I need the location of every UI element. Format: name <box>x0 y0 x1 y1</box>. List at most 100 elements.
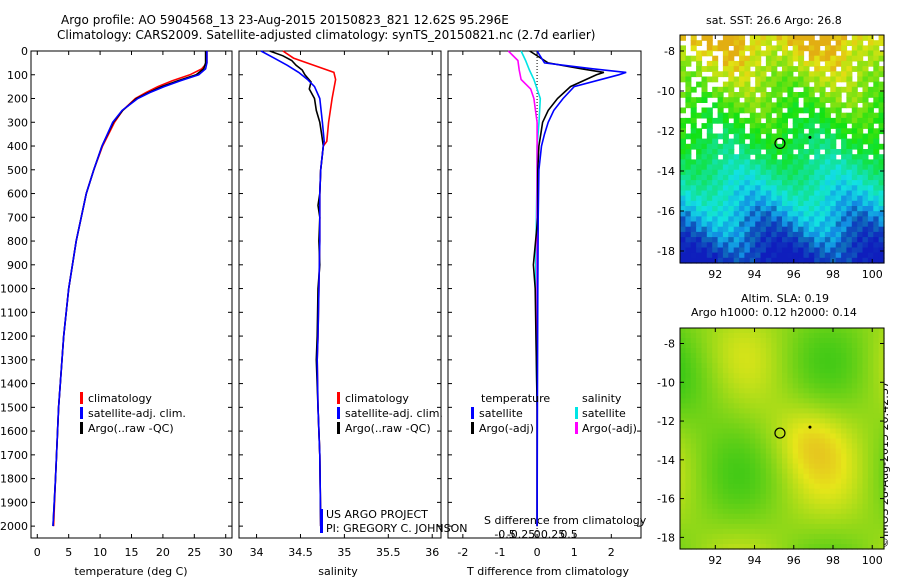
sla-cell <box>744 398 751 404</box>
sla-cell <box>722 473 729 480</box>
sla-cell <box>846 418 853 424</box>
depth-tick-label: 600 <box>7 188 28 201</box>
sla-cell <box>771 343 778 349</box>
sla-cell <box>857 423 864 429</box>
sla-cell <box>760 413 767 419</box>
sla-cell <box>717 448 724 455</box>
sla-cell <box>690 333 697 339</box>
sla-cell <box>776 483 783 490</box>
sst-cell <box>824 211 831 217</box>
sla-cell <box>851 488 858 495</box>
plot-title-line2: Climatology: CARS2009. Satellite-adjuste… <box>57 28 596 42</box>
sst-cell <box>755 143 762 150</box>
sla-cell <box>867 408 874 414</box>
sla-cell <box>776 503 783 510</box>
sst-cell <box>771 92 778 98</box>
sst-cell <box>685 102 692 109</box>
sst-cell <box>733 257 740 264</box>
sst-cell <box>701 138 708 145</box>
sst-cell <box>701 185 708 192</box>
sla-cell <box>782 343 788 349</box>
sst-cell <box>851 242 858 249</box>
sla-cell <box>776 328 783 334</box>
sla-cell <box>878 348 885 354</box>
sla-cell <box>717 544 724 550</box>
sla-cell <box>782 438 788 445</box>
sst-cell <box>771 185 778 192</box>
sst-cell <box>808 247 815 254</box>
sst-cell <box>765 231 772 238</box>
sst-cell <box>706 247 713 254</box>
sst-cell <box>824 159 831 166</box>
sla-cell <box>728 373 735 379</box>
sla-cell <box>830 539 837 545</box>
sst-cell <box>814 55 821 62</box>
argo-track-dot <box>808 135 812 139</box>
sst-cell <box>867 107 874 114</box>
sla-cell <box>792 528 799 535</box>
sst-cell <box>862 117 869 124</box>
sst-cell <box>739 206 746 212</box>
sla-cell <box>824 508 831 515</box>
sla-cell <box>722 413 729 419</box>
sla-cell <box>824 458 831 465</box>
sla-cell <box>696 378 703 384</box>
sla-cell <box>701 443 708 450</box>
sla-cell <box>749 478 756 485</box>
sla-cell <box>798 383 805 389</box>
sla-cell <box>771 428 778 435</box>
sst-cell <box>798 81 805 88</box>
sdiff-axis-label: S difference from climatology <box>484 514 647 527</box>
sla-cell <box>728 498 735 505</box>
sst-cell <box>755 185 762 192</box>
sst-cell <box>760 154 767 160</box>
sla-cell <box>798 458 805 465</box>
sst-cell <box>771 216 778 223</box>
sst-cell <box>760 169 767 176</box>
sla-cell <box>819 393 826 399</box>
sla-cell <box>867 488 874 495</box>
sst-cell <box>782 35 788 41</box>
sst-cell <box>878 35 885 41</box>
sla-cell <box>776 539 783 545</box>
sst-cell <box>808 216 815 223</box>
sla-cell <box>728 388 735 394</box>
sla-cell <box>744 498 751 505</box>
sst-cell <box>680 154 686 160</box>
sla-cell <box>776 513 783 520</box>
sla-cell <box>739 513 746 520</box>
sla-cell <box>690 398 697 404</box>
sst-cell <box>749 185 756 192</box>
sla-cell <box>749 533 756 540</box>
sst-cell <box>744 66 751 72</box>
sst-cell <box>733 76 740 83</box>
sla-cell <box>857 508 864 515</box>
sst-cell <box>878 123 885 129</box>
sla-cell <box>749 338 756 344</box>
sst-cell <box>760 185 767 192</box>
sst-cell <box>782 252 788 259</box>
map-lat-label: -16 <box>657 493 675 506</box>
sla-cell <box>830 448 837 455</box>
sst-cell <box>846 200 853 207</box>
sst-cell <box>787 237 794 243</box>
sst-cell <box>739 180 746 186</box>
sla-cell <box>808 528 815 535</box>
sst-cell <box>814 242 821 249</box>
sst-cell <box>696 50 703 57</box>
sst-cell <box>873 200 880 207</box>
sla-cell <box>878 393 885 399</box>
sst-cell <box>685 143 692 150</box>
sst-cell <box>830 216 837 223</box>
sla-cell <box>706 418 713 424</box>
sla-cell <box>814 478 821 485</box>
sla-cell <box>862 353 869 359</box>
sla-cell <box>862 493 869 500</box>
sla-cell <box>712 403 719 409</box>
sla-cell <box>717 443 724 450</box>
sst-cell <box>787 138 794 145</box>
sla-cell <box>771 383 778 389</box>
sla-cell <box>835 358 842 364</box>
sst-cell <box>717 211 724 217</box>
sla-cell <box>878 388 885 394</box>
